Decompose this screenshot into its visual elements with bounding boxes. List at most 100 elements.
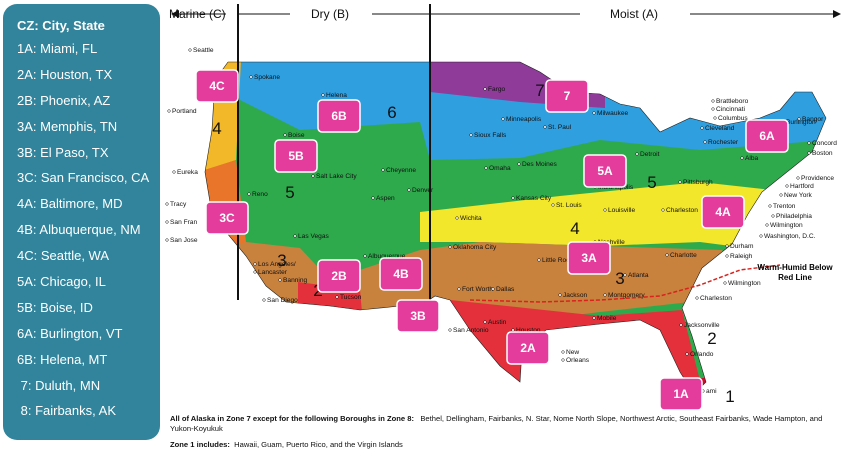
zone-label: 2A [520,341,536,355]
city-dot [253,270,257,274]
legend-item: 8: Fairbanks, AK [17,403,116,419]
zone1-note: Zone 1 includes: Hawaii, Guam, Puerto Ri… [170,440,845,450]
city-dot [484,166,488,170]
city-dot [685,352,689,356]
zone-label: 3A [581,251,597,265]
city-label: Spokane [254,74,280,81]
city-label: Tucson [340,294,362,301]
legend-item: 4C: Seattle, WA [17,248,109,264]
zone-label: 3C [219,211,235,225]
city-label: Concord [812,140,837,147]
zone-number: 4 [570,219,579,238]
zone-label: 1A [673,387,689,401]
city-label: San Antonio [453,327,489,334]
city-label: Brattleboro [716,98,749,105]
city-dot [561,350,565,354]
legend-item: 7: Duluth, MN [17,377,101,393]
city-dot [678,180,682,184]
zone-number: 5 [285,183,294,202]
city-dot [335,295,339,299]
city-label: Charleston [700,295,732,302]
city-label: Denver [412,187,434,194]
city-label: Aspen [376,195,395,202]
city-dot [561,358,565,362]
legend-item: 2B: Phoenix, AZ [17,92,111,108]
city-label: Tracy [170,201,187,208]
city-label: Orleans [566,357,590,364]
city-label: Durham [730,243,754,250]
city-dot [725,244,729,248]
note: Red Line [778,273,812,282]
zone-number: 5 [647,173,656,192]
header-marine: Marine (C) [169,7,226,21]
city-dot [807,141,811,145]
city-dot [725,254,729,258]
city-label: Eureka [177,169,198,176]
city-dot [807,151,811,155]
city-label: Detroit [640,151,660,158]
city-dot [483,87,487,91]
city-dot [558,293,562,297]
text: Hawaii, Guam, Puerto Rico, and the Virgi… [234,440,403,449]
city-label: Wilmington [770,222,803,229]
legend-item: 3A: Memphis, TN [17,118,118,134]
zone-label: 4B [393,267,409,281]
city-dot [603,293,607,297]
city-label: Fargo [488,86,506,93]
city-label: Charleston [666,207,698,214]
city-dot [661,208,665,212]
footer: All of Alaska in Zone 7 except for the f… [170,414,845,456]
header-moist: Moist (A) [610,7,658,21]
city-dot [765,223,769,227]
zone-label-box [659,377,703,411]
city-dot [623,273,627,277]
zone-label: 5B [288,149,304,163]
city-label: Little Rock [542,257,573,264]
city-dot [165,220,169,224]
city-dot [172,170,176,174]
city-dot [679,323,683,327]
city-dot [511,328,515,332]
city-label: Pittsburgh [683,179,713,186]
city-label: Las Vegas [298,233,329,240]
zone-4c [205,62,242,172]
legend-item: 5B: Boise, ID [17,299,93,315]
city-label: Seattle [193,47,214,54]
city-dot [363,254,367,258]
city-dot [491,287,495,291]
zone-4 [420,182,772,250]
city-label: Providence [801,175,834,182]
city-label: Rochester [708,139,739,146]
city-label: St. Paul [548,124,572,131]
city-label: St. Louis [556,202,582,209]
city-dot [455,216,459,220]
zone-label: 5A [597,164,613,178]
city-dot [283,133,287,137]
legend-item: 5A: Chicago, IL [17,274,106,290]
legend-panel: CZ: City, State 1A: Miami, FL 2A: Houston… [3,4,160,440]
zone-number: 1 [725,387,734,406]
city-dot [247,192,251,196]
zone-label: 2B [331,269,347,283]
legend-item: 6B: Helena, MT [17,351,108,367]
city-dot [457,287,461,291]
zone-label-box [379,257,423,291]
city-label: New [566,349,579,356]
city-label: Hartford [790,183,814,190]
city-dot [768,204,772,208]
note: Warm-Humid Below [757,263,833,272]
legend-item: 2A: Houston, TX [17,66,113,82]
city-label: Sioux Falls [474,132,507,139]
city-label: Raleigh [730,253,753,260]
city-label: Trenton [773,203,796,210]
city-dot [321,93,325,97]
city-label: Albuquerque [368,253,406,260]
legend-item: 3C: San Francisco, CA [17,170,150,186]
city-dot [448,328,452,332]
zone-label: 7 [564,89,571,103]
city-dot [381,168,385,172]
zone-number: 4 [212,119,221,138]
zone-label-box [583,154,627,188]
city-label: Helena [326,92,347,99]
